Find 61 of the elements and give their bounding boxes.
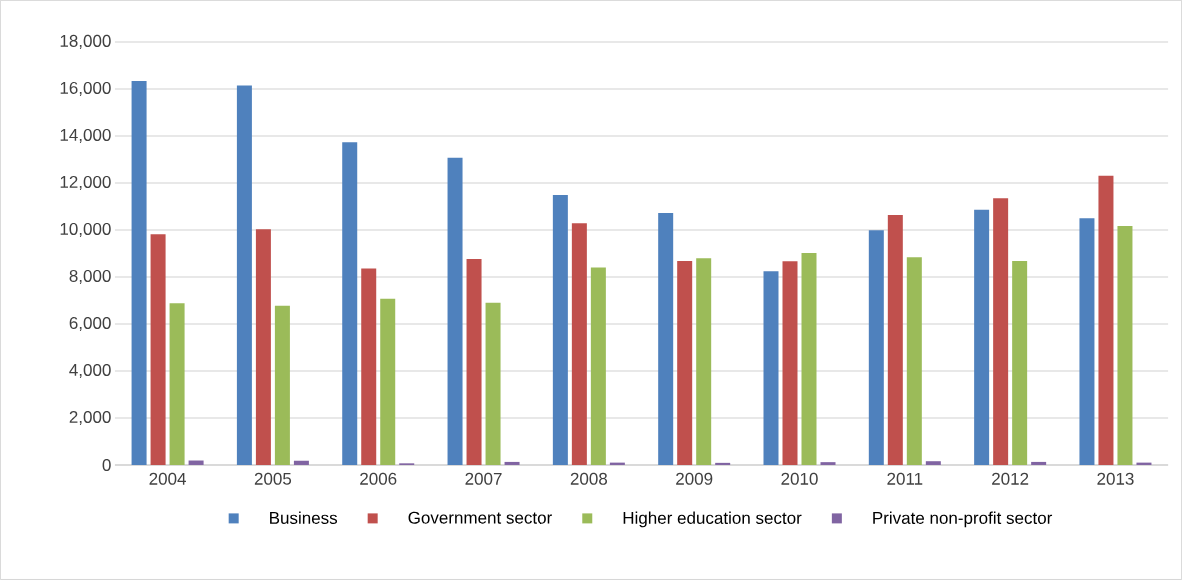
bar	[255, 229, 271, 466]
bar	[552, 194, 568, 466]
bar	[906, 257, 922, 466]
bar	[763, 271, 779, 466]
bar	[868, 230, 884, 466]
y-tick-label: 12,000	[60, 175, 111, 190]
y-tick-label: 4,000	[69, 363, 111, 379]
x-tick-label: 2007	[465, 472, 502, 485]
bar	[150, 234, 166, 466]
x-tick-label: 2006	[360, 472, 397, 485]
bar	[974, 209, 990, 466]
bar	[820, 462, 836, 466]
x-tick-label: 2011	[887, 472, 923, 485]
bar	[1031, 461, 1047, 466]
y-tick-label: 14,000	[60, 128, 111, 143]
bar	[485, 302, 501, 466]
bar	[1098, 175, 1114, 466]
x-tick-label: 2005	[254, 472, 292, 485]
legend-label: Private non-profit sector	[873, 511, 1053, 528]
bar	[274, 305, 290, 466]
y-tick-label: 0	[102, 459, 111, 472]
x-tick-label: 2004	[149, 472, 186, 485]
bar	[466, 259, 482, 466]
x-tick-label: 2013	[1097, 472, 1134, 485]
bar	[782, 261, 798, 466]
bar	[504, 461, 520, 466]
bar	[590, 267, 606, 466]
bar	[1117, 225, 1133, 466]
y-tick-label: 8,000	[69, 269, 111, 285]
bar	[993, 198, 1009, 466]
y-tick-label: 16,000	[60, 81, 111, 96]
legend-label: Government sector	[408, 511, 552, 524]
x-tick-label: 2010	[781, 472, 818, 485]
bar	[447, 157, 463, 466]
bar	[188, 460, 204, 466]
x-tick-label: 2009	[676, 472, 713, 485]
bar	[925, 461, 941, 466]
bar	[801, 253, 817, 466]
y-tick-label: 10,000	[60, 222, 111, 238]
bar	[169, 303, 185, 466]
bar	[361, 268, 377, 466]
y-tick-label: 6,000	[69, 316, 111, 332]
bar	[380, 298, 396, 466]
legend-label: Higher education sector	[623, 511, 802, 528]
y-tick-label: 2,000	[69, 410, 111, 426]
bar	[658, 213, 674, 466]
bar	[342, 142, 358, 466]
bar	[696, 258, 712, 466]
x-tick-label: 2012	[992, 472, 1029, 485]
bar	[571, 223, 587, 466]
bar	[1012, 261, 1028, 466]
bar	[131, 80, 147, 466]
bar	[236, 85, 252, 466]
y-tick-label: 18,000	[60, 34, 111, 49]
x-tick-label: 2008	[570, 472, 608, 485]
bar	[1079, 218, 1095, 466]
bar	[715, 462, 731, 466]
legend-label: Business	[270, 511, 338, 525]
bar	[293, 460, 309, 466]
bar	[887, 214, 903, 466]
bar	[677, 261, 693, 466]
